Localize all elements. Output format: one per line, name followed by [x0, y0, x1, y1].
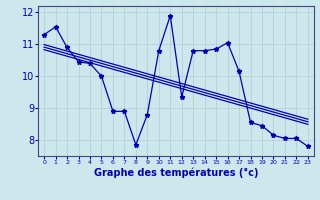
X-axis label: Graphe des températures (°c): Graphe des températures (°c) — [94, 168, 258, 178]
